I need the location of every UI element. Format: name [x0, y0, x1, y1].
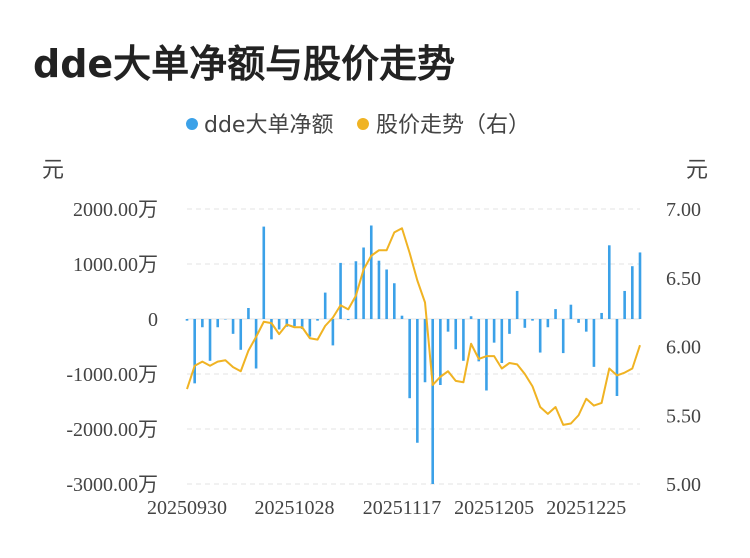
x-tick-label: 20250930 [147, 497, 227, 519]
left-tick-label: -2000.00万 [66, 419, 158, 441]
dde-bar [623, 290, 626, 319]
dde-bar [584, 319, 588, 332]
dde-bar [469, 316, 473, 319]
dde-bar [400, 315, 404, 319]
dde-bar [316, 319, 319, 321]
x-tick-label: 20251225 [546, 497, 626, 519]
price-line [186, 227, 641, 426]
dde-bar [308, 319, 312, 337]
chart-legend: dde大单净额 股价走势（右） [186, 113, 530, 138]
page-title: dde大单净额与股价走势 [33, 42, 456, 86]
left-tick-label: 2000.00万 [73, 199, 158, 221]
dde-bar [385, 269, 388, 319]
right-tick-label: 7.00 [666, 199, 701, 221]
dde-bar [300, 319, 304, 329]
dde-bar [600, 312, 603, 319]
dde-bar [270, 319, 273, 340]
right-tick-label: 5.00 [666, 474, 701, 496]
bar-series [185, 225, 642, 484]
dde-bar [239, 319, 243, 350]
dde-bar [216, 319, 220, 328]
dde-bar [569, 304, 573, 319]
dde-bar [462, 319, 465, 361]
dde-bar [631, 266, 634, 319]
dde-bar [208, 319, 212, 361]
dde-bar [554, 309, 557, 319]
dde-bar [615, 319, 619, 396]
dde-bar [393, 283, 396, 319]
dde-bar [285, 319, 289, 327]
dde-bar [431, 319, 434, 484]
x-tick-label: 20251205 [454, 497, 534, 519]
legend-label-price: 股价走势（右） [376, 113, 530, 138]
x-tick-label: 20251117 [363, 497, 442, 519]
x-axis-ticks: 20250930 20251028 20251117 20251205 20251225 [147, 497, 626, 519]
dde-bar [408, 319, 411, 399]
right-tick-label: 6.00 [666, 337, 701, 359]
dde-bar [185, 319, 189, 321]
left-axis-unit: 元 [42, 158, 64, 183]
dde-bar [523, 319, 527, 328]
dde-bar [561, 319, 565, 354]
dde-bar [377, 260, 381, 319]
dde-bar [247, 308, 250, 319]
right-tick-label: 5.50 [666, 405, 701, 427]
legend-label-dde: dde大单净额 [204, 113, 333, 138]
dde-bar [231, 319, 235, 334]
dde-bar [439, 319, 442, 385]
dde-bar [362, 247, 365, 319]
x-tick-label: 20251028 [254, 497, 334, 519]
dde-bar [515, 290, 519, 319]
dde-bar [416, 319, 419, 443]
dde-bar [500, 319, 504, 363]
dde-bar [277, 319, 281, 330]
dde-bar [485, 319, 488, 391]
right-axis-ticks: 7.00 6.50 6.00 5.50 5.00 [666, 199, 701, 496]
dde-bar [354, 261, 358, 319]
dde-bar [323, 292, 327, 319]
dde-bar [339, 262, 342, 319]
dde-bar [293, 319, 296, 327]
legend-dot-price-icon [357, 118, 369, 130]
left-tick-label: -3000.00万 [66, 474, 158, 496]
dde-bar [508, 319, 511, 334]
dde-bar [224, 319, 227, 320]
left-axis-ticks: 2000.00万 1000.00万 0 -1000.00万 -2000.00万 -3000… [66, 199, 158, 496]
dde-bar [607, 245, 611, 319]
left-tick-label: -1000.00万 [66, 364, 158, 386]
dde-bar [492, 319, 496, 343]
dde-bar [446, 319, 450, 332]
dde-bar [423, 319, 427, 383]
dde-bar [638, 252, 642, 319]
dde-bar [254, 319, 258, 369]
dde-bar [201, 319, 204, 328]
dde-bar [346, 319, 350, 321]
dde-bar [454, 319, 458, 350]
dde-bar [369, 225, 373, 319]
dde-bar [538, 319, 542, 353]
legend-dot-dde-icon [186, 118, 198, 130]
dde-bar [193, 319, 196, 384]
left-tick-label: 0 [148, 309, 158, 331]
dde-bar [592, 319, 596, 367]
dde-bar [262, 226, 266, 319]
dde-bar [577, 319, 580, 323]
dde-bar [331, 319, 335, 346]
dde-bar [546, 319, 550, 328]
dde-bar [477, 319, 481, 362]
dde-bar [531, 319, 534, 321]
right-tick-label: 6.50 [666, 268, 701, 290]
left-tick-label: 1000.00万 [73, 254, 158, 276]
right-axis-unit: 元 [686, 158, 708, 183]
